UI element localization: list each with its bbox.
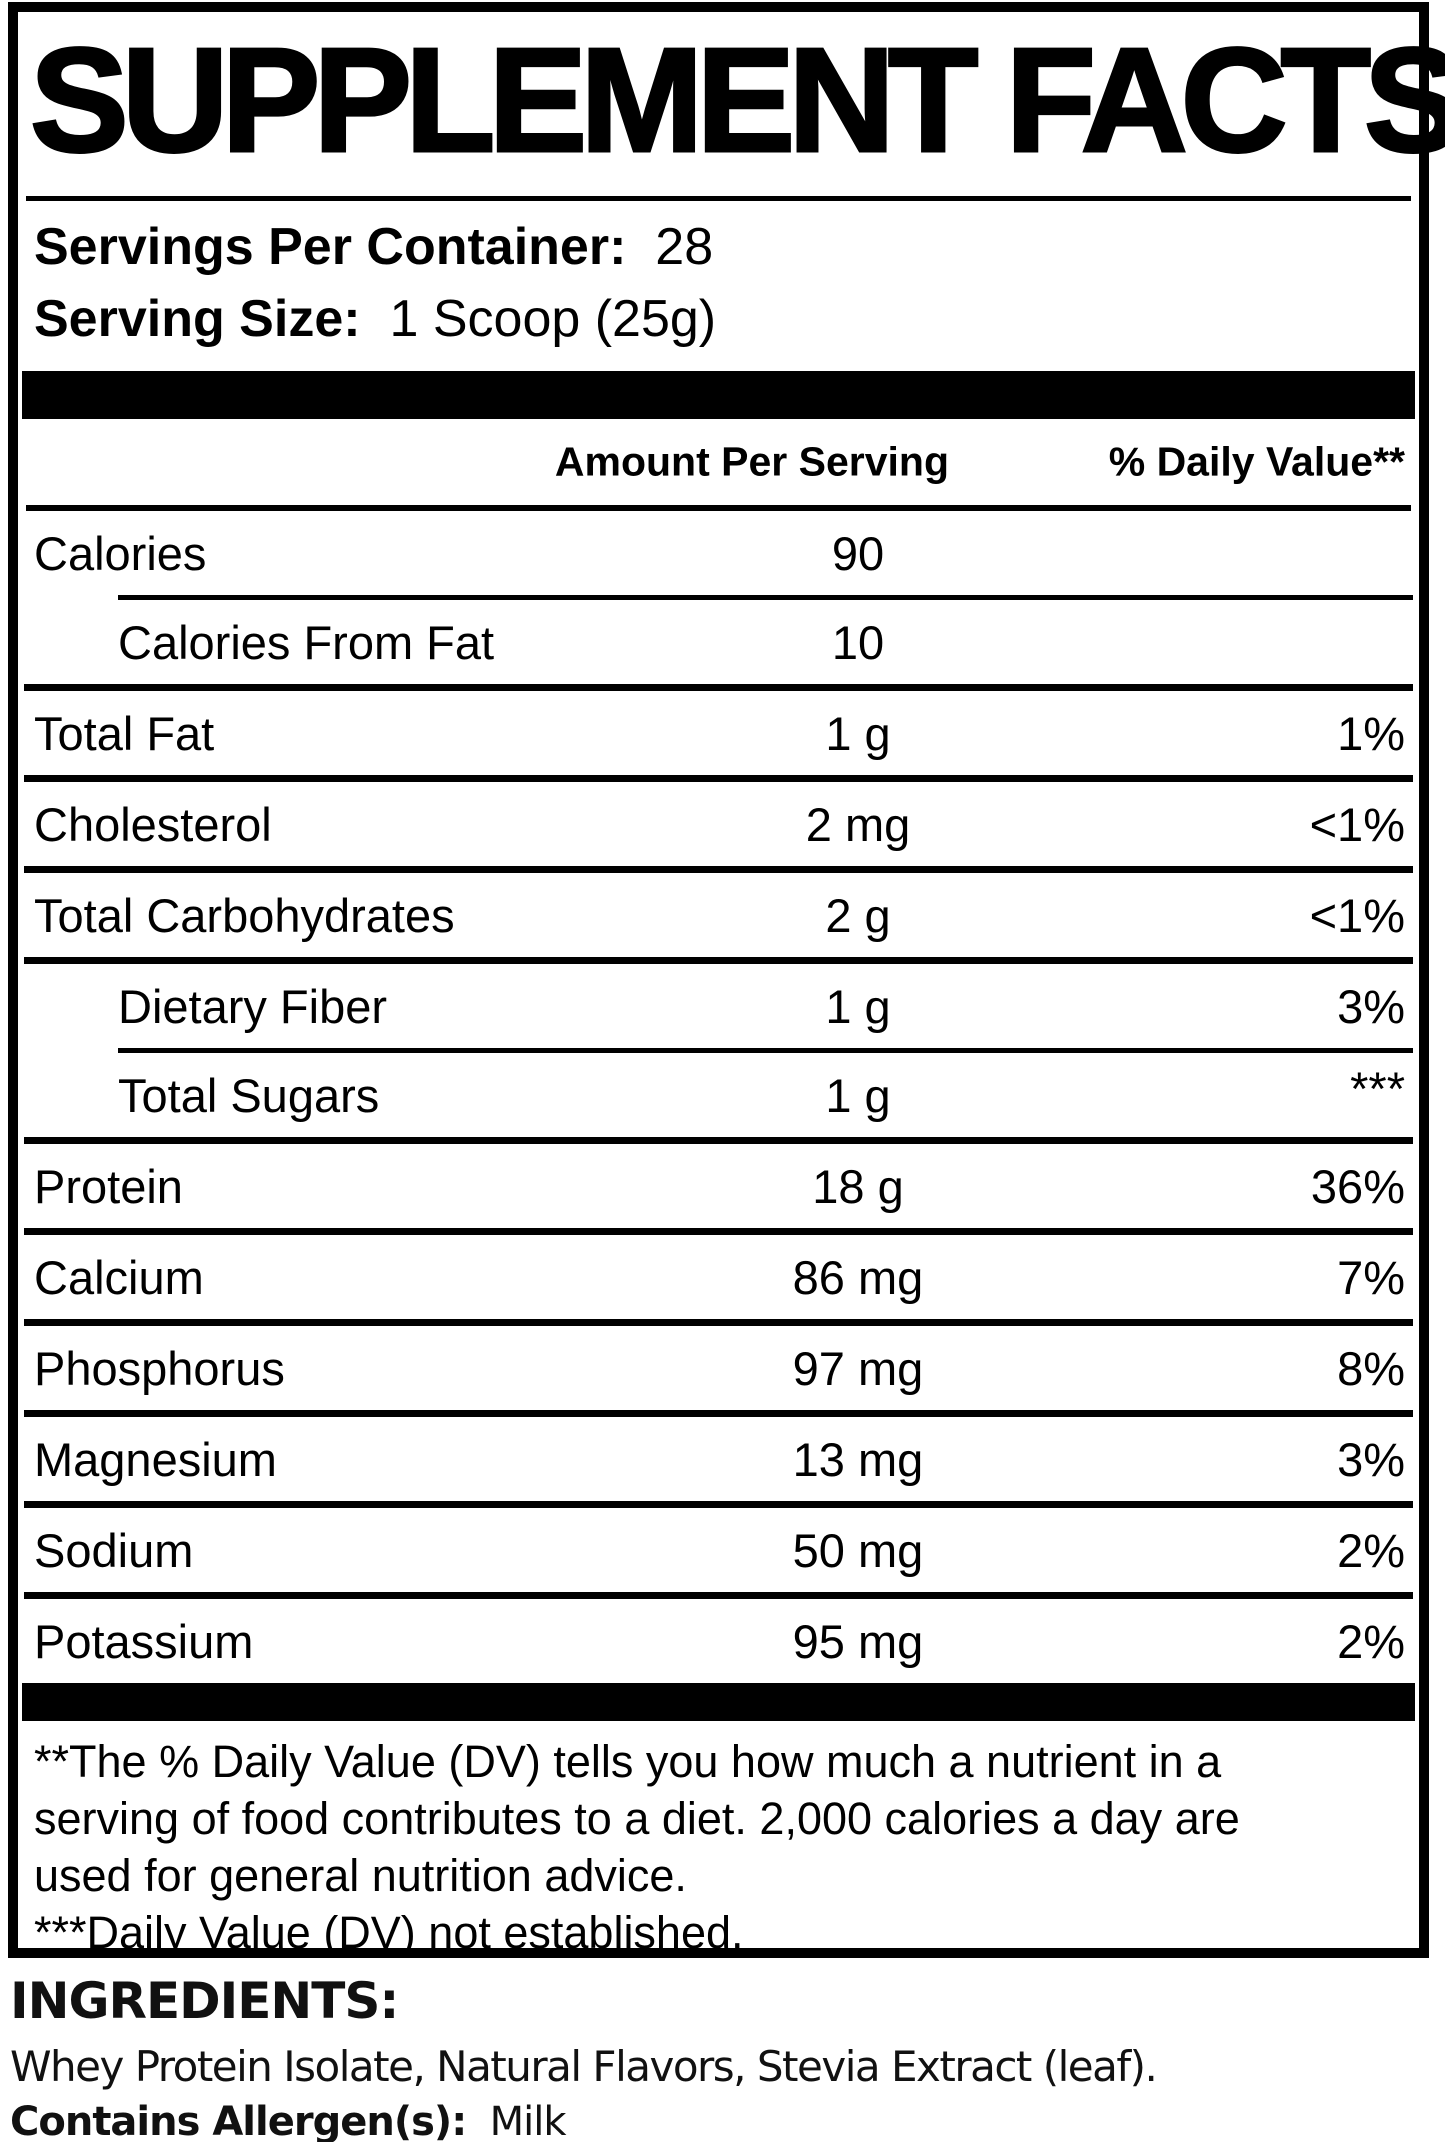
nutrient-table: Calories 90 Calories From Fat 10 Total Fat 1 … <box>18 511 1419 1683</box>
ingredients-heading: INGREDIENTS: <box>10 1972 399 2030</box>
row-divider <box>24 866 1413 873</box>
row-divider <box>118 1048 1413 1053</box>
nutrient-dv: 2% <box>1337 1614 1405 1668</box>
footnote-line: serving of food contributes to a diet. 2… <box>34 1793 1240 1844</box>
servings-per-container-label: Servings Per Container: <box>34 218 627 276</box>
nutrient-amount: 1 g <box>825 1068 891 1122</box>
nutrient-dv: <1% <box>1309 797 1405 851</box>
section-bar-top <box>22 371 1415 419</box>
row-divider <box>24 1228 1413 1235</box>
ingredients-section: INGREDIENTS: Whey Protein Isolate, Natur… <box>10 1972 1158 2142</box>
table-row: Total Fat 1 g 1% <box>18 691 1419 775</box>
nutrient-name: Calories From Fat <box>118 615 495 669</box>
serving-size-label: Serving Size: <box>34 290 361 348</box>
servings-per-container-value <box>641 218 655 276</box>
table-row: Magnesium 13 mg 3% <box>18 1417 1419 1501</box>
nutrient-amount: 95 mg <box>792 1614 924 1668</box>
nutrient-name: Calories <box>34 526 207 580</box>
nutrient-dv: 3% <box>1337 1432 1405 1486</box>
nutrient-name: Total Sugars <box>118 1068 380 1122</box>
nutrient-dv: <1% <box>1309 888 1405 942</box>
serving-size: Serving Size: 1 Scoop (25g) <box>34 283 1419 355</box>
serving-info: Servings Per Container: 28 Serving Size:… <box>34 211 1419 355</box>
footnote-line: **The % Daily Value (DV) tells you how m… <box>34 1736 1222 1787</box>
nutrient-amount: 10 <box>831 615 885 669</box>
nutrient-amount: 86 mg <box>792 1250 924 1304</box>
nutrient-name: Dietary Fiber <box>118 979 388 1033</box>
row-divider <box>24 775 1413 782</box>
table-row: Protein 18 g 36% <box>18 1144 1419 1228</box>
row-divider <box>24 1410 1413 1417</box>
section-bar-bottom <box>22 1683 1415 1721</box>
panel-title: SUPPLEMENT FACTS <box>29 18 1445 183</box>
nutrient-amount: 50 mg <box>792 1523 924 1577</box>
nutrient-name: Potassium <box>34 1614 254 1668</box>
allergen-text: Milk <box>489 2099 567 2142</box>
servings-per-container: Servings Per Container: 28 <box>34 211 1419 283</box>
allergen-value <box>478 2099 490 2142</box>
serving-size-text: 1 Scoop (25g) <box>389 290 717 348</box>
table-row: Total Carbohydrates 2 g <1% <box>18 873 1419 957</box>
table-row: Calories 90 <box>18 511 1419 595</box>
nutrient-amount: 1 g <box>825 706 891 760</box>
nutrient-amount: 13 mg <box>792 1432 924 1486</box>
row-divider <box>24 684 1413 691</box>
nutrient-name: Sodium <box>34 1523 194 1577</box>
row-divider <box>24 957 1413 964</box>
nutrient-amount: 2 g <box>825 888 891 942</box>
nutrient-name: Phosphorus <box>34 1341 285 1395</box>
ingredients-list: Whey Protein Isolate, Natural Flavors, S… <box>10 2042 1158 2091</box>
nutrient-dv: 8% <box>1337 1341 1405 1395</box>
nutrient-amount: 1 g <box>825 979 891 1033</box>
nutrient-name: Total Fat <box>34 706 215 760</box>
amount-header: Amount Per Serving <box>554 438 949 485</box>
nutrient-dv: *** <box>1350 1062 1405 1115</box>
table-header: Amount Per Serving % Daily Value** <box>18 419 1419 505</box>
nutrient-dv: 3% <box>1337 979 1405 1033</box>
nutrient-name: Calcium <box>34 1250 204 1304</box>
nutrient-amount: 90 <box>831 526 885 580</box>
nutrient-amount: 2 mg <box>805 797 911 851</box>
nutrient-dv: 2% <box>1337 1523 1405 1577</box>
table-row: Total Sugars 1 g *** <box>18 1053 1419 1137</box>
table-row: Sodium 50 mg 2% <box>18 1508 1419 1592</box>
nutrient-name: Cholesterol <box>34 797 272 851</box>
nutrient-amount: 18 g <box>812 1159 904 1213</box>
row-divider <box>24 1137 1413 1144</box>
table-row: Potassium 95 mg 2% <box>18 1599 1419 1683</box>
servings-count: 28 <box>655 218 714 276</box>
daily-value-header: % Daily Value** <box>1108 438 1405 485</box>
row-divider <box>24 1592 1413 1599</box>
nutrient-name: Magnesium <box>34 1432 277 1486</box>
table-row: Calories From Fat 10 <box>18 600 1419 684</box>
nutrient-name: Protein <box>34 1159 183 1213</box>
nutrient-amount: 97 mg <box>792 1341 924 1395</box>
row-divider <box>118 595 1413 600</box>
allergen-line: Contains Allergen(s): Milk <box>10 2099 1156 2142</box>
table-row: Phosphorus 97 mg 8% <box>18 1326 1419 1410</box>
header-divider <box>26 505 1411 511</box>
table-row: Cholesterol 2 mg <1% <box>18 782 1419 866</box>
allergen-label: Contains Allergen(s): <box>10 2099 467 2142</box>
row-divider <box>24 1501 1413 1508</box>
footnote-line: used for general nutrition advice. <box>34 1850 687 1901</box>
facts-panel: SUPPLEMENT FACTS Servings Per Container:… <box>8 2 1445 1961</box>
row-divider <box>24 1319 1413 1326</box>
footnotes: **The % Daily Value (DV) tells you how m… <box>18 1721 1419 1961</box>
nutrient-dv: 36% <box>1310 1159 1405 1213</box>
nutrient-dv: 1% <box>1337 706 1405 760</box>
table-row: Calcium 86 mg 7% <box>18 1235 1419 1319</box>
table-row: Dietary Fiber 1 g 3% <box>18 964 1419 1048</box>
title-divider <box>26 196 1411 201</box>
nutrient-dv: 7% <box>1337 1250 1405 1304</box>
nutrient-name: Total Carbohydrates <box>34 888 455 942</box>
footnote-line: ***Daily Value (DV) not established. <box>34 1907 744 1958</box>
serving-size-value <box>375 290 389 348</box>
